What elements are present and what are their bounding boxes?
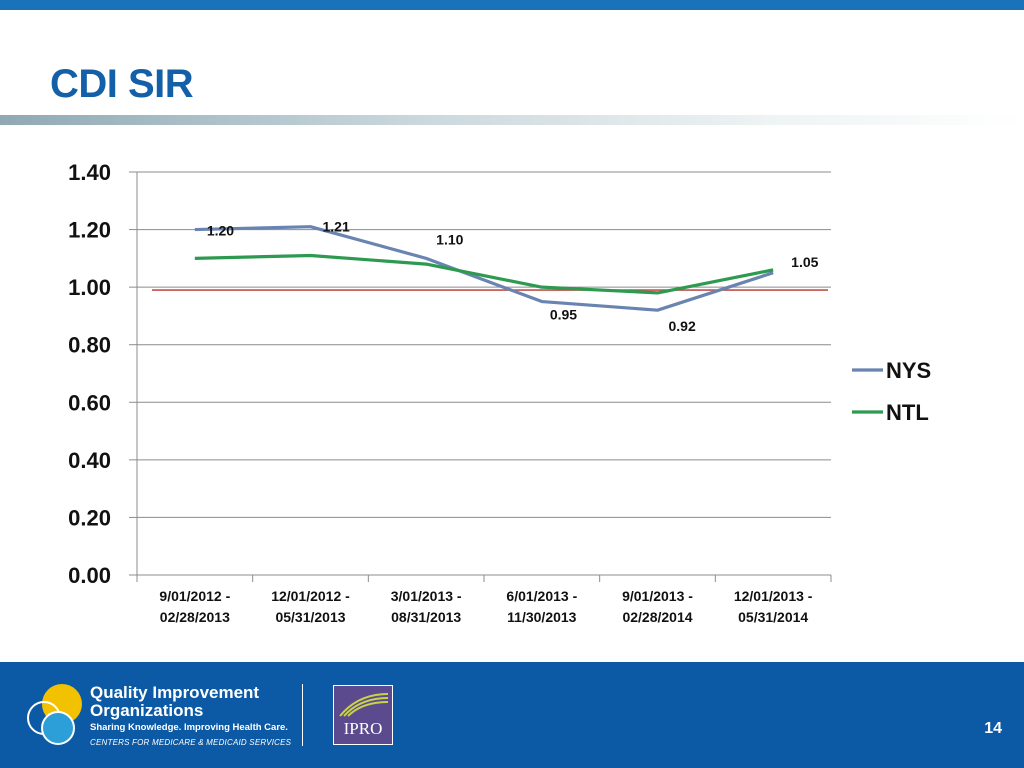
label-layer: 1.20 1.21 1.10 0.95 0.92 1.05 [207, 219, 819, 334]
x-tick-label: 6/01/2013 -11/30/2013 [506, 588, 577, 625]
ipro-logo: IPRO [333, 685, 393, 745]
page-number: 14 [984, 720, 1002, 737]
axis-layer: 0.00 0.20 0.40 0.60 0.80 1.00 1.20 1.40 9/01/201… [68, 160, 832, 625]
qio-circles-logo [27, 684, 82, 745]
y-tick-label: 1.20 [68, 218, 111, 243]
x-tick-label: 12/01/2013 -05/31/2014 [734, 588, 813, 625]
qio-tagline: Sharing Knowledge. Improving Health Care… [90, 722, 288, 733]
qio-name-line1: Quality Improvement [90, 683, 260, 702]
data-label-nys: 1.20 [207, 223, 234, 239]
title-rule [0, 115, 1024, 125]
y-tick-label: 0.00 [68, 563, 111, 588]
footer-divider [302, 684, 303, 746]
slide-title: CDI SIR [50, 62, 194, 106]
data-label-nys: 1.05 [791, 254, 818, 270]
ipro-label: IPRO [343, 719, 383, 738]
sir-line-chart: 0.00 0.20 0.40 0.60 0.80 1.00 1.20 1.40 9/01/201… [68, 160, 931, 625]
data-label-nys: 0.92 [669, 318, 696, 334]
y-tick-label: 0.20 [68, 505, 111, 530]
qio-name: Quality Improvement Organizations [90, 684, 259, 720]
series-layer [152, 225, 828, 312]
data-label-nys: 1.21 [323, 219, 350, 235]
y-tick-label: 1.40 [68, 160, 111, 185]
footer-bar: Quality Improvement Organizations Sharin… [0, 662, 1024, 768]
x-tick-label: 9/01/2013 -02/28/2014 [622, 588, 693, 625]
y-tick-label: 0.40 [68, 448, 111, 473]
top-accent-bar [0, 0, 1024, 10]
series-line-nys [194, 225, 774, 312]
data-label-nys: 0.95 [550, 307, 577, 323]
grid-layer [137, 171, 831, 576]
qio-subline: CENTERS FOR MEDICARE & MEDICAID SERVICES [90, 738, 292, 747]
legend-label-nys: NYS [886, 358, 931, 383]
y-tick-label: 1.00 [68, 275, 111, 300]
series-line-ntl [194, 253, 774, 295]
x-tick-label: 12/01/2012 -05/31/2013 [271, 588, 350, 625]
ipro-arc-icon [339, 693, 389, 717]
legend-layer: NYS NTL [852, 358, 931, 425]
qio-name-line2: Organizations [90, 701, 204, 720]
data-label-nys: 1.10 [436, 231, 463, 247]
y-tick-label: 0.80 [68, 333, 111, 358]
legend-label-ntl: NTL [886, 400, 929, 425]
x-tick-label: 3/01/2013 -08/31/2013 [391, 588, 462, 625]
y-tick-label: 0.60 [68, 390, 111, 415]
x-tick-label: 9/01/2012 -02/28/2013 [159, 588, 230, 625]
